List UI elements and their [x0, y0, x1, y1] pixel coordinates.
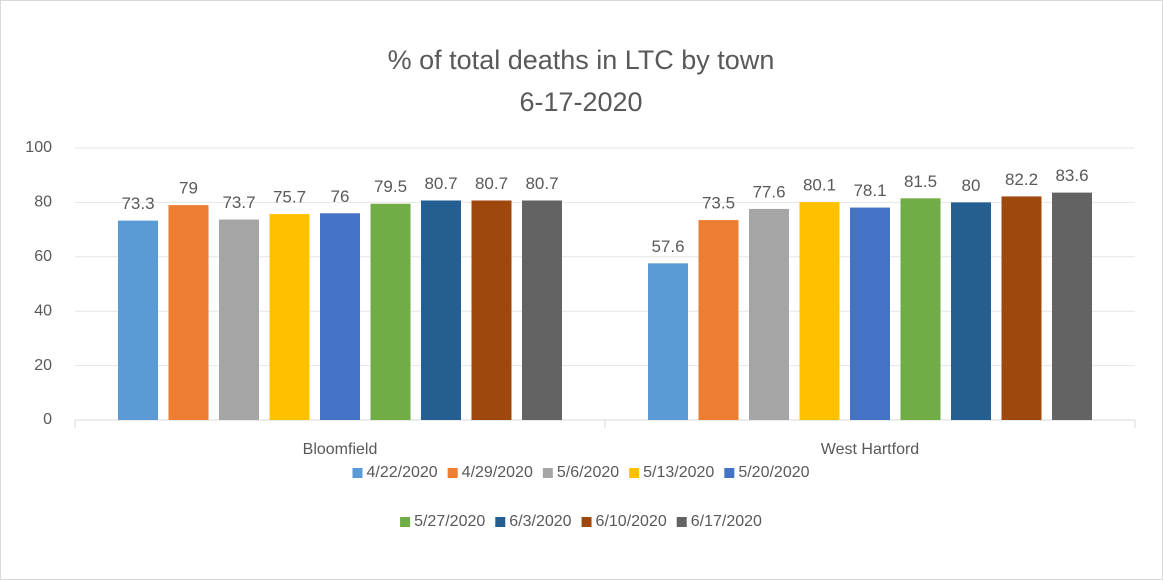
- legend-swatch: [352, 468, 363, 478]
- data-label: 81.5: [904, 172, 937, 191]
- bar: [951, 202, 991, 420]
- y-tick-label: 0: [43, 411, 52, 428]
- data-label: 80: [962, 176, 981, 195]
- data-label: 80.7: [424, 174, 457, 193]
- data-label: 73.7: [222, 193, 255, 212]
- legend-label: 5/27/2020: [414, 513, 485, 530]
- legend-label: 5/6/2020: [557, 464, 619, 481]
- chart-subtitle: 6-17-2020: [519, 87, 642, 117]
- bar: [522, 200, 562, 420]
- data-label: 79: [179, 179, 198, 198]
- bar: [799, 202, 840, 420]
- legend-swatch: [676, 517, 687, 527]
- bar: [269, 214, 310, 420]
- legend-swatch: [495, 517, 506, 527]
- y-tick-label: 20: [34, 357, 52, 374]
- legend-label: 5/13/2020: [643, 464, 714, 481]
- bar: [1052, 192, 1092, 420]
- bar: [850, 207, 890, 420]
- bar: [320, 213, 360, 420]
- bar: [168, 205, 209, 420]
- legend-label: 4/29/2020: [462, 464, 533, 481]
- y-tick-label: 60: [34, 248, 52, 265]
- x-tick-label: West Hartford: [821, 441, 919, 458]
- data-label: 73.3: [121, 194, 154, 213]
- bar: [421, 200, 461, 420]
- bar: [118, 220, 158, 420]
- legend-swatch: [447, 468, 458, 478]
- legend-label: 4/22/2020: [366, 464, 437, 481]
- bar: [370, 203, 411, 420]
- data-label: 76: [331, 187, 350, 206]
- data-label: 80.7: [475, 174, 508, 193]
- data-label: 83.6: [1055, 166, 1088, 185]
- chart-title: % of total deaths in LTC by town: [388, 45, 775, 75]
- data-label: 80.1: [803, 176, 836, 195]
- bar: [471, 200, 512, 420]
- data-label: 73.5: [702, 194, 735, 213]
- legend-swatch: [400, 517, 411, 527]
- y-tick-label: 40: [34, 302, 52, 319]
- legend-swatch: [724, 468, 735, 478]
- x-tick-label: Bloomfield: [303, 441, 378, 458]
- y-tick-label: 80: [34, 194, 52, 211]
- bar: [648, 263, 688, 420]
- y-tick-label: 100: [25, 139, 52, 156]
- data-label: 77.6: [752, 182, 785, 201]
- legend-label: 6/3/2020: [509, 513, 571, 530]
- data-label: 78.1: [853, 181, 886, 200]
- legend-label: 5/20/2020: [738, 464, 809, 481]
- data-label: 75.7: [273, 188, 306, 207]
- bar: [749, 208, 789, 420]
- legend-swatch: [581, 517, 592, 527]
- bar: [219, 219, 259, 420]
- data-label: 79.5: [374, 177, 407, 196]
- bar: [1001, 196, 1042, 420]
- legend-label: 6/17/2020: [691, 513, 762, 530]
- bar: [900, 198, 941, 420]
- bar: [698, 220, 739, 420]
- legend-swatch: [629, 468, 640, 478]
- data-label: 82.2: [1005, 170, 1038, 189]
- legend-swatch: [542, 468, 553, 478]
- data-label: 57.6: [651, 237, 684, 256]
- legend-label: 6/10/2020: [596, 513, 667, 530]
- data-label: 80.7: [525, 174, 558, 193]
